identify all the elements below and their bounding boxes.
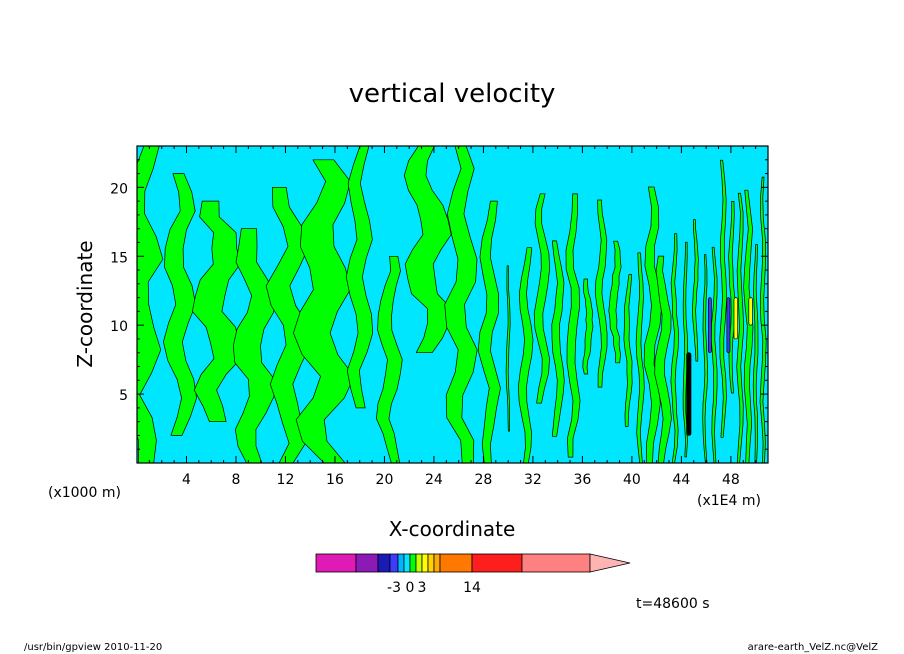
updraft-region — [736, 192, 745, 463]
x-tick-label: 4 — [182, 472, 191, 488]
updraft-region — [654, 255, 672, 463]
y-tick-label: 5 — [119, 388, 128, 404]
x-tick-label: 48 — [722, 472, 740, 488]
updraft-region — [137, 146, 164, 463]
updraft-region — [551, 240, 565, 437]
updraft-region — [759, 176, 767, 463]
updraft-region — [505, 265, 511, 432]
colorbar-arrow — [589, 553, 631, 573]
updraft-region — [608, 240, 622, 364]
updraft-region — [635, 252, 645, 463]
colorbar-segment — [397, 553, 405, 573]
updraft-region — [682, 241, 689, 458]
updraft-region — [444, 146, 478, 463]
updraft-region — [719, 159, 728, 438]
x-axis-title: X-coordinate — [389, 517, 516, 541]
y-axis: 5 10 15 20 — [110, 159, 768, 450]
x-tick-label: 8 — [232, 472, 241, 488]
y-axis-title: Z-coordinate — [73, 240, 97, 367]
updraft-region — [533, 193, 550, 404]
colorbar-segment — [377, 553, 391, 573]
colorbar-segment — [439, 553, 473, 573]
colorbar-segment — [521, 553, 591, 573]
x-tick-label: 36 — [573, 472, 591, 488]
updraft-region — [743, 189, 754, 463]
time-label: t=48600 s — [636, 596, 710, 612]
y-tick-label: 15 — [110, 250, 128, 266]
x-unit-right: (x1E4 m) — [697, 493, 761, 509]
colorbar-segment — [433, 553, 441, 573]
updraft-region — [670, 233, 679, 463]
colorbar-label: 3 — [418, 580, 427, 596]
updraft-region — [477, 200, 501, 463]
colorbar-segment — [315, 553, 357, 573]
x-tick-label: 44 — [672, 472, 690, 488]
y-tick-label: 20 — [110, 181, 128, 197]
colorbar-label: 0 — [406, 580, 415, 596]
colorbar-segment — [355, 553, 379, 573]
colorbar-segment — [389, 553, 399, 573]
updraft-region — [752, 244, 759, 463]
updraft-region — [345, 146, 374, 409]
y-tick-label: 10 — [110, 319, 128, 335]
velocity-field — [137, 146, 767, 463]
x-unit-left: (x1000 m) — [48, 485, 121, 501]
colorbar-segment — [415, 553, 423, 573]
updraft-region — [403, 146, 452, 354]
plot-area — [136, 145, 769, 464]
updraft-region — [565, 193, 581, 458]
x-tick-label: 12 — [277, 472, 295, 488]
strong-velocity-cell — [748, 297, 753, 326]
footer-right: arare-earth_VelZ.nc@VelZ — [748, 642, 879, 653]
updraft-region — [163, 173, 197, 436]
updraft-region — [702, 254, 709, 463]
colorbar-label: 14 — [463, 580, 481, 596]
colorbar: -3 0 3 14 — [315, 553, 631, 596]
strong-velocity-cell — [726, 297, 731, 354]
colorbar-segment — [471, 553, 523, 573]
updraft-region — [518, 247, 534, 463]
updraft-region — [710, 246, 718, 463]
x-tick-label: 20 — [376, 472, 394, 488]
updraft-region — [594, 199, 608, 388]
footer-left: /usr/bin/gpview 2010-11-20 — [24, 642, 162, 653]
updraft-region — [376, 255, 403, 463]
updraft-region — [691, 219, 699, 362]
strong-velocity-cell — [733, 297, 739, 340]
x-axis: 4 8 12 16 20 24 28 32 36 40 44 48 — [148, 146, 757, 488]
x-tick-label: 16 — [326, 472, 344, 488]
plot-frame — [136, 145, 769, 464]
x-tick-label: 28 — [475, 472, 493, 488]
colorbar-segment — [409, 553, 417, 573]
colorbar-segment — [427, 553, 435, 573]
updraft-region — [265, 186, 311, 463]
colorbar-segment — [403, 553, 411, 573]
x-tick-label: 40 — [623, 472, 641, 488]
updraft-region — [582, 278, 594, 375]
x-tick-label: 32 — [524, 472, 542, 488]
strong-velocity-cell — [707, 297, 712, 354]
colorbar-label: -3 — [387, 580, 401, 596]
colorbar-segment — [421, 553, 429, 573]
chart-title: vertical velocity — [349, 79, 556, 109]
strong-velocity-cell — [686, 352, 692, 436]
x-tick-label: 24 — [425, 472, 443, 488]
updraft-region — [623, 274, 633, 427]
